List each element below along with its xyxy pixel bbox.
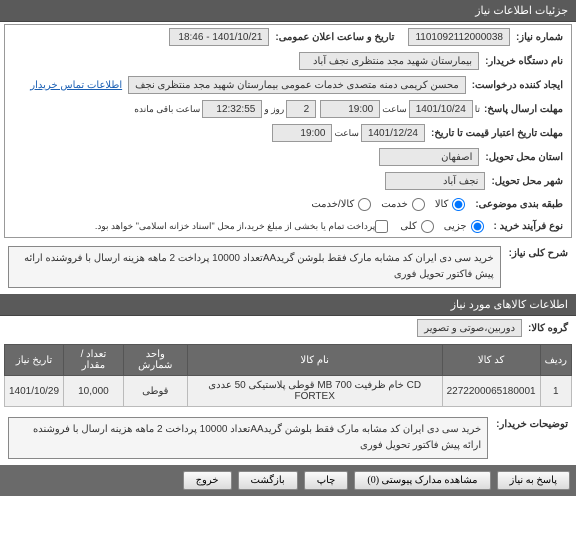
footer-bar: پاسخ به نیاز مشاهده مدارک پیوستی (0) چاپ…: [0, 465, 576, 496]
label-goods-group: گروه کالا:: [524, 323, 572, 334]
label-province: استان محل تحویل:: [481, 152, 567, 163]
label-time-remaining: ساعت باقی مانده: [134, 104, 200, 115]
field-requester: محسن کریمی دمنه متصدی خدمات عمومی بیمارس…: [128, 76, 466, 94]
th-qty: تعداد / مقدار: [64, 345, 124, 376]
radio-goods[interactable]: کالا: [435, 198, 468, 211]
field-need-number: 1101092112000038: [408, 28, 510, 46]
table-row: 1 2272200065180001 CD خام ظرفیت MB 700 ق…: [5, 376, 572, 407]
label-purchase-type: نوع فرآیند خرید :: [490, 221, 567, 232]
cell-unit: قوطی: [123, 376, 187, 407]
field-validity-date: 1401/12/24: [361, 124, 425, 142]
need-desc-box: خرید سی دی ایران کد مشابه مارک فقط بلوشن…: [8, 246, 501, 288]
back-button[interactable]: بازگشت: [238, 471, 298, 490]
th-name: نام کالا: [187, 345, 442, 376]
label-classification: طبقه بندی موضوعی:: [471, 199, 567, 210]
label-buyer-org: نام دستگاه خریدار:: [481, 56, 567, 67]
section-header-info: جزئیات اطلاعات نیاز: [0, 0, 576, 22]
radio-goods-label: کالا: [435, 199, 449, 210]
checkbox-treasury[interactable]: [375, 220, 388, 233]
radio-service-label: خدمت: [381, 199, 408, 210]
contact-info-link[interactable]: اطلاعات تماس خریدار: [26, 80, 126, 91]
label-until: تا: [475, 104, 480, 115]
buyer-notes-box: خرید سی دی ایران کد مشابه مارک فقط بلوشن…: [8, 417, 488, 459]
radio-goods-input[interactable]: [452, 198, 465, 211]
cell-name: CD خام ظرفیت MB 700 قوطی پلاستیکی 50 عدد…: [187, 376, 442, 407]
radio-partial[interactable]: جزیی: [444, 220, 486, 233]
cell-row: 1: [540, 376, 571, 407]
label-need-number: شماره نیاز:: [512, 32, 567, 43]
radio-total-label: کلی: [400, 221, 416, 232]
field-province: اصفهان: [379, 148, 479, 166]
radio-service[interactable]: خدمت: [381, 198, 427, 211]
radio-both-label: کالا/خدمت: [311, 199, 354, 210]
label-announce-datetime: تاریخ و ساعت اعلان عمومی:: [271, 32, 398, 43]
th-unit: واحد شمارش: [123, 345, 187, 376]
radio-service-input[interactable]: [412, 198, 425, 211]
field-goods-group: دوربین،صوتی و تصویر: [417, 319, 522, 337]
label-payment-note: پرداخت تمام یا بخشی از مبلغ خرید،از محل …: [95, 221, 375, 232]
field-days-left: 2: [286, 100, 316, 118]
label-need-desc: شرح کلی نیاز:: [505, 242, 572, 259]
cell-date: 1401/10/29: [5, 376, 64, 407]
field-response-hour: 19:00: [320, 100, 380, 118]
radio-both-input[interactable]: [358, 198, 371, 211]
respond-button[interactable]: پاسخ به نیاز: [497, 471, 571, 490]
radio-partial-label: جزیی: [444, 221, 467, 232]
label-requester: ایجاد کننده درخواست:: [468, 80, 567, 91]
field-validity-hour: 19:00: [272, 124, 332, 142]
th-row: ردیف: [540, 345, 571, 376]
goods-table-wrap: ردیف کد کالا نام کالا واحد شمارش تعداد /…: [4, 344, 572, 407]
label-hour-2: ساعت: [334, 128, 359, 139]
label-response-deadline: مهلت ارسال پاسخ:: [480, 104, 567, 115]
radio-total[interactable]: کلی: [400, 220, 435, 233]
field-announce-datetime: 1401/10/21 - 18:46: [169, 28, 269, 46]
attachments-button[interactable]: مشاهده مدارک پیوستی (0): [354, 471, 490, 490]
print-button[interactable]: چاپ: [304, 471, 349, 490]
goods-table: ردیف کد کالا نام کالا واحد شمارش تعداد /…: [4, 344, 572, 407]
label-hour-1: ساعت: [382, 104, 407, 115]
section-header-goods: اطلاعات کالاهای مورد نیاز: [0, 294, 576, 316]
field-response-date: 1401/10/24: [409, 100, 473, 118]
cell-code: 2272200065180001: [442, 376, 540, 407]
label-buyer-notes: توضیحات خریدار:: [492, 413, 572, 430]
field-city: نجف آباد: [385, 172, 485, 190]
radio-partial-input[interactable]: [471, 220, 484, 233]
th-date: تاریخ نیاز: [5, 345, 64, 376]
exit-button[interactable]: خروج: [183, 471, 232, 490]
label-day-and: روز و: [264, 104, 284, 115]
info-panel: شماره نیاز: 1101092112000038 تاریخ و ساع…: [4, 24, 572, 238]
radio-total-input[interactable]: [421, 220, 434, 233]
radio-both[interactable]: کالا/خدمت: [311, 198, 373, 211]
label-city: شهر محل تحویل:: [487, 176, 567, 187]
field-buyer-org: بیمارستان شهید مجد منتظری نجف آباد: [299, 52, 479, 70]
th-code: کد کالا: [442, 345, 540, 376]
label-price-validity: مهلت تاریخ اعتبار قیمت تا تاریخ:: [427, 128, 567, 139]
field-time-left: 12:32:55: [202, 100, 262, 118]
cell-qty: 10,000: [64, 376, 124, 407]
